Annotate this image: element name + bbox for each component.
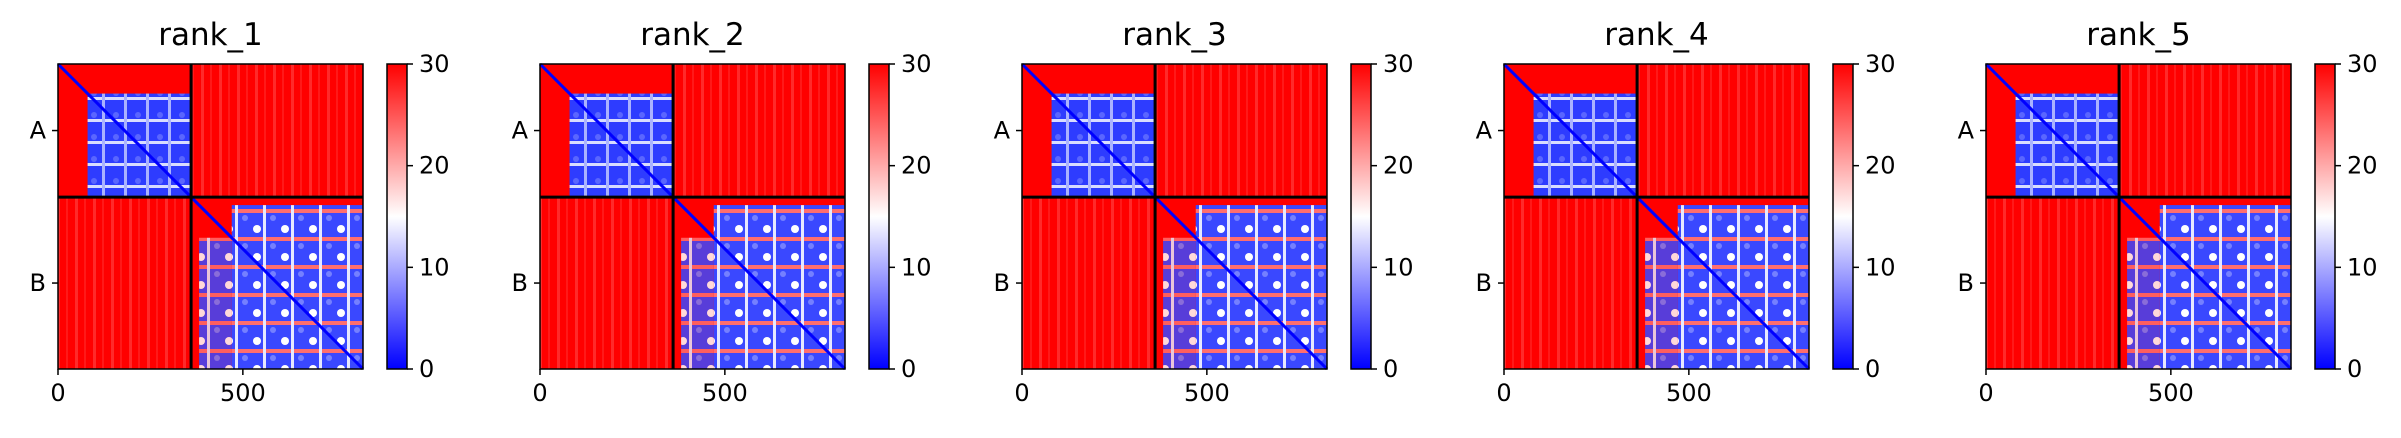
block-bb-edge	[1645, 237, 1678, 369]
panel-title: rank_2	[640, 17, 745, 53]
panel-title: rank_5	[2086, 17, 2191, 53]
colorbar-tick-label: 20	[419, 152, 450, 180]
block-ba	[1986, 197, 2120, 369]
x-tick-label: 500	[702, 379, 748, 407]
block-bb	[2159, 205, 2291, 369]
colorbar-tick-label: 10	[901, 253, 932, 281]
heatmap-panel: rank_2 A B 0 500 0 10 20 30	[512, 17, 932, 407]
x-tick-label: 0	[50, 379, 65, 407]
x-tick-label: 500	[1184, 379, 1230, 407]
x-tick-label: 0	[1978, 379, 1993, 407]
y-tick-label: A	[1958, 117, 1975, 145]
heatmap-panel: rank_1 A B 0 500 0 10 20 30	[30, 17, 450, 407]
colorbar-tick-label: 20	[1865, 152, 1896, 180]
x-tick-label: 0	[532, 379, 547, 407]
y-tick-label: A	[30, 117, 47, 145]
colorbar-tick-label: 30	[419, 50, 450, 78]
colorbar-tick-label: 30	[901, 50, 932, 78]
block-bb	[1677, 205, 1809, 369]
block-ab	[1155, 64, 1327, 198]
block-bb	[1195, 205, 1327, 369]
colorbar-tick-label: 0	[1865, 355, 1880, 383]
block-ba	[58, 197, 192, 369]
x-tick-label: 0	[1496, 379, 1511, 407]
colorbar-tick-label: 20	[1383, 152, 1414, 180]
x-tick-label: 0	[1014, 379, 1029, 407]
y-tick-label: B	[512, 269, 528, 297]
colorbar-tick-label: 30	[1865, 50, 1896, 78]
block-ab	[191, 64, 363, 198]
block-bb	[231, 205, 363, 369]
heatmap-panel: rank_3 A B 0 500 0 10 20 30	[994, 17, 1414, 407]
panel-title: rank_1	[158, 17, 263, 53]
block-bb-edge	[199, 237, 232, 369]
y-tick-label: B	[1476, 269, 1492, 297]
plot-frame	[1503, 63, 1810, 370]
colorbar	[1832, 63, 1854, 370]
colorbar	[2314, 63, 2336, 370]
y-tick-label: B	[30, 269, 46, 297]
block-ba	[1504, 197, 1638, 369]
diagonal	[1984, 62, 2293, 371]
colorbar-tick-label: 30	[2347, 50, 2378, 78]
colorbar-tick-label: 10	[419, 253, 450, 281]
panel-title: rank_4	[1604, 17, 1709, 53]
block-bb-edge	[1163, 237, 1196, 369]
y-tick-label: A	[1476, 117, 1493, 145]
colorbar	[386, 63, 408, 370]
heatmap-panel: rank_5 A B 0 500 0 10 20 30	[1958, 17, 2378, 407]
y-tick-label: B	[1958, 269, 1974, 297]
block-bb-edge	[681, 237, 714, 369]
diagonal	[1020, 62, 1329, 371]
x-tick-label: 500	[2148, 379, 2194, 407]
plot-frame	[1985, 63, 2292, 370]
plot-frame	[57, 63, 364, 370]
block-ba	[1022, 197, 1156, 369]
y-tick-label: B	[994, 269, 1010, 297]
x-tick-label: 500	[1666, 379, 1712, 407]
block-ab	[673, 64, 845, 198]
colorbar-tick-label: 0	[419, 355, 434, 383]
colorbar-tick-label: 0	[2347, 355, 2362, 383]
heatmap-panel: rank_4 A B 0 500 0 10 20 30	[1476, 17, 1896, 407]
colorbar	[868, 63, 890, 370]
plot-frame	[1021, 63, 1328, 370]
colorbar-tick-label: 10	[1383, 253, 1414, 281]
diagonal	[56, 62, 365, 371]
colorbar-tick-label: 0	[901, 355, 916, 383]
block-bb-edge	[2127, 237, 2160, 369]
colorbar-tick-label: 20	[901, 152, 932, 180]
colorbar-tick-label: 10	[2347, 253, 2378, 281]
block-ab	[1637, 64, 1809, 198]
colorbar-tick-label: 10	[1865, 253, 1896, 281]
diagonal	[1502, 62, 1811, 371]
y-tick-label: A	[994, 117, 1011, 145]
diagonal	[538, 62, 847, 371]
colorbar-tick-label: 20	[2347, 152, 2378, 180]
colorbar	[1350, 63, 1372, 370]
colorbar-tick-label: 0	[1383, 355, 1398, 383]
plot-frame	[539, 63, 846, 370]
block-bb	[713, 205, 845, 369]
block-ba	[540, 197, 674, 369]
x-tick-label: 500	[220, 379, 266, 407]
panel-title: rank_3	[1122, 17, 1227, 53]
y-tick-label: A	[512, 117, 529, 145]
block-ab	[2119, 64, 2291, 198]
colorbar-tick-label: 30	[1383, 50, 1414, 78]
